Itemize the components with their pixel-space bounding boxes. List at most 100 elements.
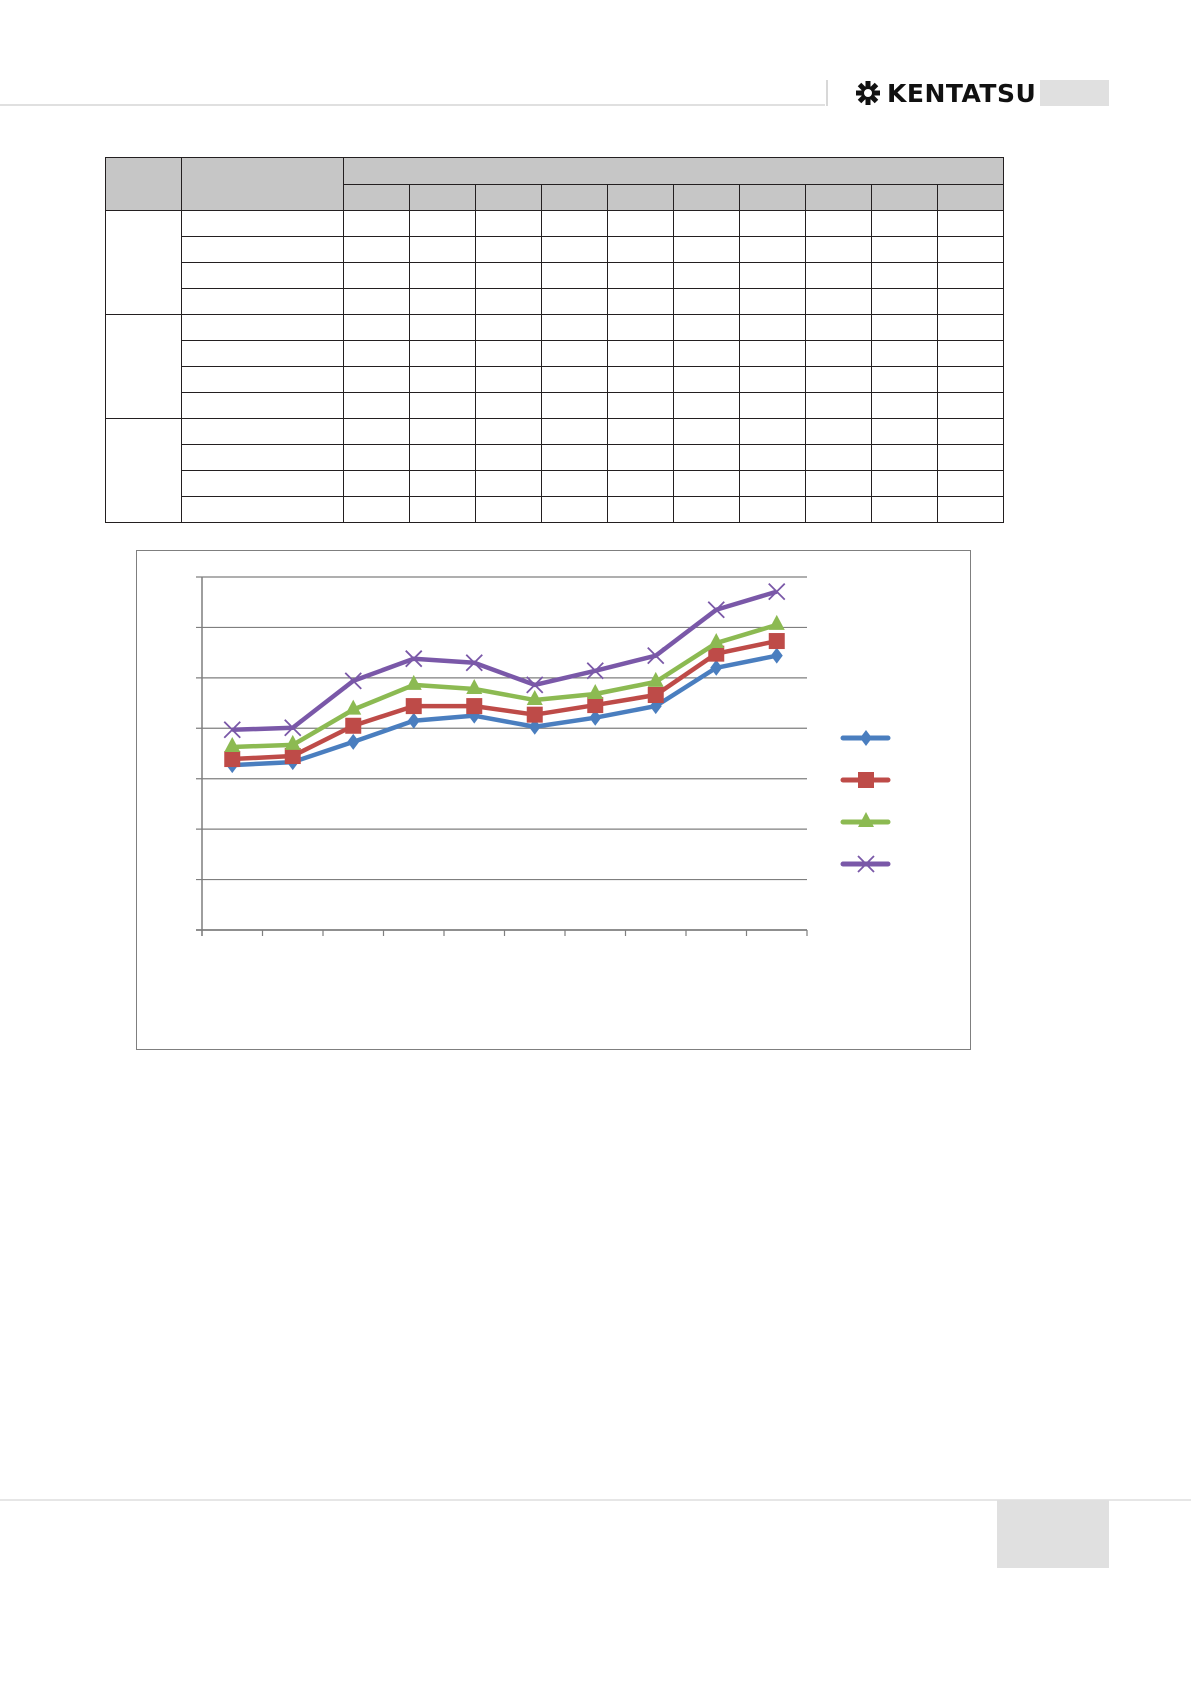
table-row (105, 418, 1005, 523)
data-point-diamond (770, 647, 783, 664)
data-point-square (405, 698, 422, 715)
data-point-square (708, 645, 725, 662)
header-cell (541, 184, 608, 211)
table-cell (739, 496, 806, 523)
table-cell (607, 262, 674, 289)
table-cell (739, 262, 806, 289)
table-cell (475, 314, 542, 341)
header-cell (342, 157, 1005, 185)
header-cell (805, 184, 872, 211)
data-point-triangle (587, 683, 604, 699)
data-point-diamond (347, 733, 360, 750)
legend-marker-x (857, 855, 875, 873)
table-cell (541, 210, 608, 237)
header-cell (105, 157, 182, 211)
table-cell (541, 262, 608, 289)
data-point-x (223, 721, 241, 739)
data-point-triangle (466, 678, 483, 694)
header-cell (936, 184, 1005, 211)
header-cell (475, 184, 542, 211)
table-cell (936, 262, 1005, 289)
spec-table (105, 157, 1005, 523)
data-point-diamond (710, 659, 723, 676)
logo-gear-icon (856, 81, 880, 105)
series-line-1 (232, 653, 778, 768)
data-point-triangle (526, 690, 543, 706)
data-point-triangle (647, 671, 664, 687)
data-point-x (526, 676, 544, 694)
table-cell (181, 418, 344, 445)
table-cell (541, 392, 608, 419)
logo-text: KENTATSU (887, 78, 1037, 108)
legend-marker-square (858, 772, 874, 788)
table-cell (409, 314, 476, 341)
table-cell (805, 418, 872, 445)
table-cell (673, 444, 740, 471)
table-cell (607, 340, 674, 367)
data-point-triangle (224, 736, 241, 752)
header-divider (826, 80, 828, 106)
data-point-square (345, 717, 362, 734)
table-cell (673, 262, 740, 289)
table-cell (181, 340, 344, 367)
table-row (105, 314, 1005, 419)
data-point-x (344, 672, 362, 690)
data-point-triangle (284, 734, 301, 750)
footer-rule (0, 1499, 1191, 1501)
table-cell (181, 288, 344, 315)
table-row (106, 470, 1005, 497)
data-point-square (526, 706, 543, 723)
data-point-triangle (345, 699, 362, 715)
table-row (106, 262, 1005, 289)
data-point-x (284, 719, 302, 737)
table-cell (739, 210, 806, 237)
series-line-3 (232, 622, 778, 750)
data-point-x (768, 582, 786, 601)
data-point-triangle (768, 614, 785, 630)
data-point-square (224, 751, 241, 768)
data-point-x (647, 647, 665, 665)
data-point-square (587, 697, 604, 714)
table-cell (343, 236, 410, 263)
data-point-square (768, 633, 785, 650)
table-cell (739, 392, 806, 419)
header-tab-block (1040, 80, 1109, 106)
table-cell (936, 210, 1005, 237)
table-cell (607, 366, 674, 393)
table-cell (673, 288, 740, 315)
data-point-square (284, 748, 301, 765)
table-cell (181, 314, 344, 341)
data-point-triangle (708, 633, 725, 649)
table-cell (409, 366, 476, 393)
table-cell (607, 392, 674, 419)
table-cell (607, 210, 674, 237)
table-row (106, 366, 1005, 393)
table-row (106, 392, 1005, 419)
series-line-2 (232, 638, 778, 762)
table-cell (409, 496, 476, 523)
table-cell (541, 288, 608, 315)
data-point-x (707, 601, 725, 619)
header-cell (739, 184, 806, 211)
table-cell (343, 210, 410, 237)
brand-logo: KENTATSU (855, 78, 1036, 108)
header-cell (607, 184, 674, 211)
data-point-square (647, 687, 664, 704)
table-cell (181, 210, 344, 237)
data-point-x (405, 650, 423, 668)
data-point-x (586, 662, 604, 680)
table-cell (936, 340, 1005, 367)
table-cell (409, 444, 476, 471)
table-cell (871, 496, 938, 523)
table-cell (805, 470, 872, 497)
table-cell (673, 366, 740, 393)
page-number-block (997, 1500, 1109, 1568)
table-cell (936, 496, 1005, 523)
table-cell (871, 288, 938, 315)
table-cell (805, 496, 872, 523)
header-cell (409, 184, 476, 211)
table-row (106, 288, 1005, 315)
table-cell (936, 366, 1005, 393)
table-cell (739, 470, 806, 497)
